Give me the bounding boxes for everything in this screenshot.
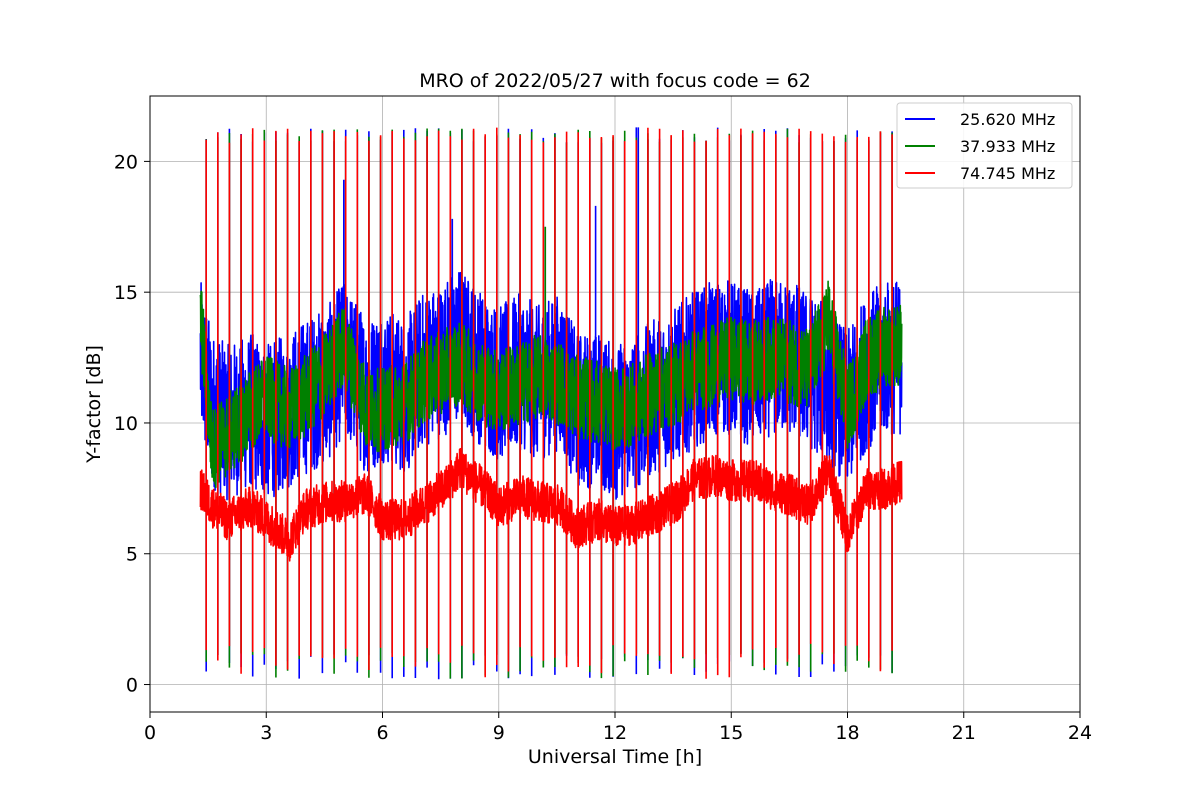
x-tick-label: 15 [719,722,743,744]
ticks: 0 3 6 9 12 15 18 21 24 0 5 10 15 20 [114,151,1092,744]
x-tick-label: 18 [835,722,859,744]
x-axis-label: Universal Time [h] [528,746,702,768]
y-tick-label: 20 [114,151,138,173]
chart-title: MRO of 2022/05/27 with focus code = 62 [419,70,811,92]
y-tick-label: 10 [114,413,138,435]
legend-label-series-1: 25.620 MHz [960,110,1055,129]
legend-label-series-3: 74.745 MHz [960,164,1055,183]
y-tick-label: 5 [126,544,138,566]
x-tick-label: 24 [1068,722,1092,744]
y-axis-label: Y-factor [dB] [83,345,105,464]
y-tick-label: 0 [126,675,138,697]
legend: 25.620 MHz 37.933 MHz 74.745 MHz [896,102,1073,189]
x-tick-label: 6 [376,722,388,744]
series-line-3 [199,127,903,679]
legend-label-series-2: 37.933 MHz [960,137,1055,156]
x-tick-label: 3 [260,722,272,744]
x-tick-label: 12 [603,722,627,744]
x-tick-label: 21 [952,722,976,744]
y-tick-label: 15 [114,282,138,304]
legend-box [896,102,1073,189]
series-layer [199,127,903,680]
x-tick-label: 9 [493,722,505,744]
x-tick-label: 0 [144,722,156,744]
